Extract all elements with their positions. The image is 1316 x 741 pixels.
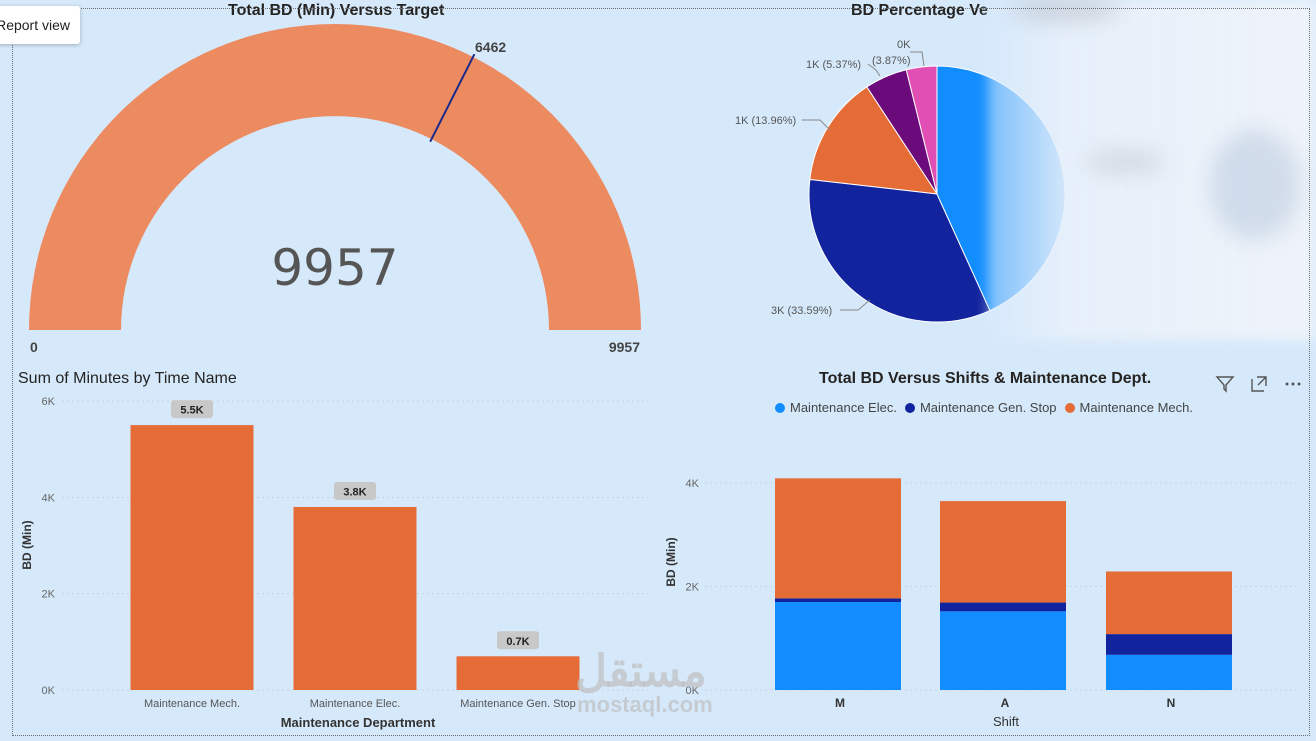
stack-y-tick: 0K <box>686 685 700 697</box>
legend-item-mech[interactable]: Maintenance Mech. <box>1064 400 1193 415</box>
bar-data-label: 5.5K <box>180 405 203 417</box>
stacked-chart-xlabel: Shift <box>993 714 1019 729</box>
bar-0[interactable] <box>130 425 254 690</box>
more-options-icon[interactable] <box>1283 374 1303 394</box>
bar-data-label-bg <box>171 400 213 419</box>
stack-segment-N-1[interactable] <box>1106 634 1232 655</box>
bar-data-label: 0.7K <box>506 636 529 648</box>
gauge-value: 9957 <box>271 239 398 297</box>
stack-x-tick: N <box>1167 696 1176 710</box>
blurred-legend <box>1210 130 1300 240</box>
stack-x-tick: A <box>1001 696 1010 710</box>
bar-data-label-bg <box>334 481 376 500</box>
pie-leader-pink <box>910 51 925 67</box>
bar-chart-visual[interactable]: 0K 2K 4K 6K 5.5K Maintenance Mech. 3.8K Mainte… <box>0 0 660 741</box>
legend-label-mech: Maintenance Mech. <box>1079 400 1193 415</box>
stack-x-tick: M <box>835 696 845 710</box>
stack-segment-N-0[interactable] <box>1106 654 1232 690</box>
pie-label-blue: 3K (33.59%) <box>771 305 832 317</box>
pie-label-pink-value: 0K <box>897 39 911 51</box>
bar-data-label-bg <box>497 631 539 650</box>
stack-y-tick: 4K <box>686 478 700 490</box>
gauge-visual[interactable]: 9957 0 9957 6462 <box>0 0 680 370</box>
pie-leader-orange <box>802 119 831 131</box>
bar-2[interactable] <box>456 656 580 690</box>
stack-segment-N-2[interactable] <box>1106 571 1232 635</box>
bar-chart-title: Sum of Minutes by Time Name <box>18 370 237 387</box>
bar-chart-xlabel: Maintenance Department <box>281 715 436 730</box>
mostaql-watermark: مستقل mostaql.com <box>575 647 713 717</box>
stack-segment-A-1[interactable] <box>940 602 1066 612</box>
legend-label-gen-stop: Maintenance Gen. Stop <box>919 400 1057 415</box>
focus-mode-icon[interactable] <box>1249 374 1269 394</box>
legend-label-elec: Maintenance Elec. <box>790 400 897 415</box>
pie-label-orange: 1K (13.96%) <box>735 115 796 127</box>
gauge-title: Total BD (Min) Versus Target <box>228 2 445 19</box>
pie-slice-3[interactable] <box>808 179 991 323</box>
legend-item-gen-stop[interactable]: Maintenance Gen. Stop <box>904 400 1057 415</box>
blurred-title <box>1010 0 1120 20</box>
bar-y-tick: 6K <box>42 396 56 408</box>
bar-x-tick: Maintenance Elec. <box>310 698 401 710</box>
gauge-target-line <box>429 53 476 143</box>
pie-label-purple: 1K (5.37%) <box>806 59 861 71</box>
bar-x-tick: Maintenance Mech. <box>144 698 240 710</box>
stack-segment-M-2[interactable] <box>775 478 901 599</box>
stacked-chart-ylabel: BD (Min) <box>664 537 678 586</box>
pie-title: BD Percentage Ve <box>851 2 988 19</box>
gauge-arc <box>29 24 641 330</box>
blurred-text <box>1085 150 1165 174</box>
visual-header-icons <box>1215 374 1303 394</box>
bar-y-tick: 2K <box>42 589 56 601</box>
filter-icon[interactable] <box>1215 374 1235 394</box>
pie-slice-2[interactable] <box>809 86 939 195</box>
stack-y-tick: 2K <box>686 582 700 594</box>
pie-leader-blue <box>840 299 871 311</box>
stacked-chart-legend: Maintenance Elec. Maintenance Gen. Stop … <box>775 400 1193 415</box>
stack-segment-M-0[interactable] <box>775 602 901 690</box>
bar-y-tick: 4K <box>42 492 56 504</box>
report-view-tooltip: Report view <box>0 6 80 44</box>
gauge-max-label: 9957 <box>609 339 640 355</box>
legend-item-elec[interactable]: Maintenance Elec. <box>775 400 897 415</box>
pie-label-pink: (3.87%) <box>872 55 911 67</box>
bar-data-label: 3.8K <box>343 486 366 498</box>
bar-1[interactable] <box>293 506 417 690</box>
gauge-target-label: 6462 <box>475 39 506 55</box>
stack-segment-A-0[interactable] <box>940 611 1066 690</box>
stack-segment-M-1[interactable] <box>775 598 901 603</box>
pie-leader-purple <box>867 63 881 77</box>
gauge-min-label: 0 <box>30 339 38 355</box>
bar-y-tick: 0K <box>42 685 56 697</box>
bar-chart-ylabel: BD (Min) <box>20 520 34 569</box>
stack-segment-A-2[interactable] <box>940 501 1066 603</box>
bar-x-tick: Maintenance Gen. Stop <box>460 698 576 710</box>
stacked-chart-title: Total BD Versus Shifts & Maintenance Dep… <box>819 370 1152 387</box>
